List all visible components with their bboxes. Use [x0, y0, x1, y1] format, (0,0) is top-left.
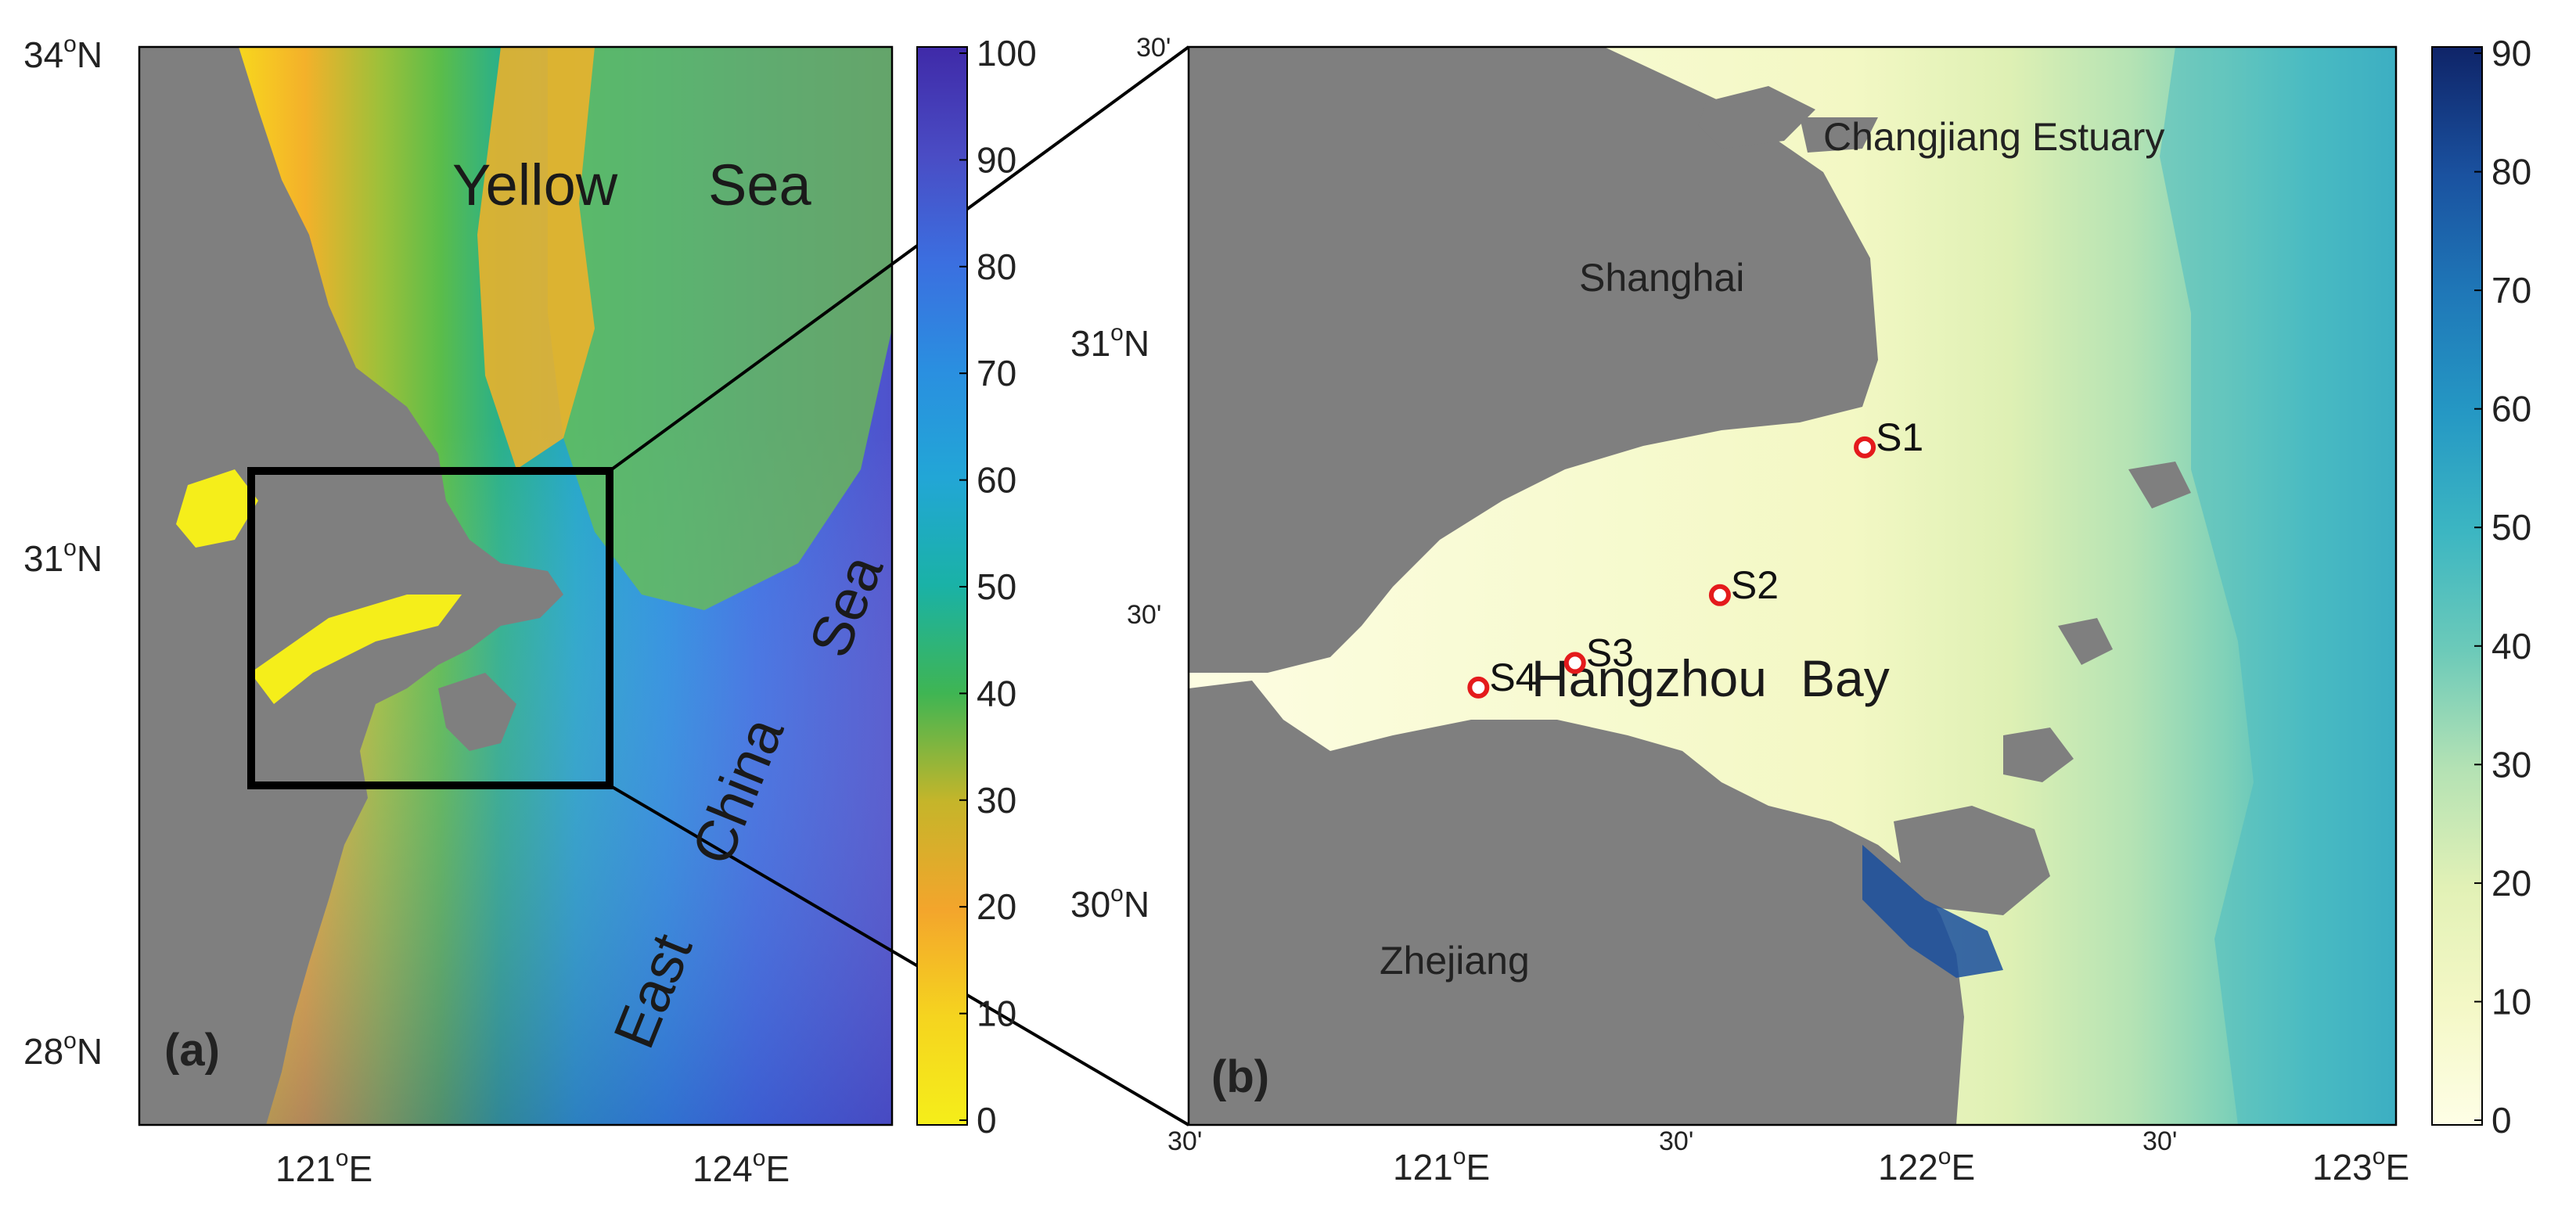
coastal-turbid-band — [477, 47, 595, 469]
svg-text:28oN: 28oN — [23, 1028, 103, 1072]
panel-a-frame — [138, 45, 894, 1126]
inland-lake — [176, 469, 258, 548]
svg-text:34oN: 34oN — [23, 31, 103, 75]
panel-a-bay-water — [250, 595, 462, 704]
panel-a-colorbar-tick-label: 50 — [977, 566, 1016, 607]
svg-text:124oE: 124oE — [693, 1145, 790, 1189]
panel-a-lat-tick-28: 28oN — [23, 1028, 103, 1072]
label-shanghai: Shanghai — [1579, 256, 1744, 300]
panel-a-colorbar-tick-label: 60 — [977, 460, 1016, 501]
svg-text:122oE: 122oE — [1878, 1144, 1975, 1187]
panel-b-colorbar-tick-label: 20 — [2491, 863, 2531, 904]
zoom-line-top — [608, 45, 1190, 472]
zhoushan-island-4 — [2128, 462, 2191, 508]
panel-b-lon-tick-minute-1: 30' — [1167, 1126, 1202, 1156]
panel-a-colorbar-tick-label: 80 — [977, 246, 1016, 287]
zhoushan-islands-a — [438, 673, 516, 751]
panel-a-colorbar-tick-label: 30 — [977, 780, 1016, 821]
station-marker-s4 — [1467, 676, 1490, 699]
station-label-s1: S1 — [1876, 415, 1923, 459]
panel-a-label: (a) — [164, 1025, 220, 1076]
zhoushan-island-3 — [2058, 618, 2113, 665]
panel-b-lat-tick-top-minute: 30' — [1136, 33, 1171, 63]
zhoushan-island-main — [1894, 806, 2050, 915]
panel-a-lon-tick-121: 121oE — [275, 1145, 372, 1189]
panel-b-colorbar-ticks: 90 80 70 60 50 40 30 20 10 0 — [2474, 33, 2531, 1141]
zoom-line-bottom — [608, 784, 1190, 1126]
zoom-box — [247, 467, 613, 789]
station-label-s2: S2 — [1731, 563, 1779, 607]
svg-text:30oN: 30oN — [1070, 881, 1149, 925]
svg-text:121oE: 121oE — [275, 1145, 372, 1189]
panel-b-label: (b) — [1211, 1051, 1269, 1102]
panel-a-colorbar-tick-label: 90 — [977, 139, 1016, 180]
panel-a-lon-tick-124: 124oE — [693, 1145, 790, 1189]
svg-text:31oN: 31oN — [1070, 320, 1149, 364]
panel-b-lat-tick-30: 30oN — [1070, 881, 1149, 925]
panel-a-colorbar-tick-label: 20 — [977, 886, 1016, 927]
svg-text:121oE: 121oE — [1393, 1144, 1490, 1187]
panel-b-map — [1189, 47, 2396, 1125]
station-marker-s3 — [1563, 652, 1586, 674]
panel-a-colorbar — [916, 46, 968, 1126]
panel-b-colorbar-tick-label: 30 — [2491, 744, 2531, 785]
panel-b-lon-tick-121: 121oE — [1393, 1144, 1490, 1187]
panel-b-colorbar-tick-label: 70 — [2491, 270, 2531, 311]
label-bay: Bay — [1801, 649, 1890, 707]
panel-a-lat-tick-34: 34oN — [23, 31, 103, 75]
panel-b-colorbar-tick-label: 0 — [2491, 1100, 2512, 1141]
svg-text:123oE: 123oE — [2312, 1144, 2409, 1187]
deep-channel — [1862, 845, 2003, 978]
panel-b-colorbar-tick-label: 10 — [2491, 981, 2531, 1022]
zhejiang-land — [1189, 681, 1964, 1125]
label-yellow-sea: Sea — [708, 153, 812, 217]
panel-a-colorbar-tick-label: 0 — [977, 1100, 997, 1141]
stations: S1 S2 S3 S4 — [1467, 415, 1923, 699]
panel-b-lat-tick-mid-minute: 30' — [1127, 600, 1161, 630]
station-label-s3: S3 — [1586, 631, 1634, 674]
panel-a-colorbar-tick-label: 70 — [977, 353, 1016, 393]
panel-b-lon-tick-minute-3: 30' — [2142, 1126, 2177, 1156]
chongming-island — [1698, 86, 1815, 149]
panel-a-colorbar-tick-label: 40 — [977, 673, 1016, 713]
panel-b-lon-tick-minute-2: 30' — [1659, 1126, 1693, 1156]
panel-b-colorbar-tick-label: 60 — [2491, 389, 2531, 429]
panel-a-map — [139, 47, 892, 1125]
panel-b-frame — [1187, 45, 2398, 1126]
zhoushan-island-2 — [2003, 728, 2074, 782]
panel-a-colorbar-tick-label: 10 — [977, 993, 1016, 1034]
panel-b-lon-tick-122: 122oE — [1878, 1144, 1975, 1187]
label-zhejiang: Zhejiang — [1380, 939, 1530, 983]
panel-b-colorbar — [2431, 46, 2483, 1126]
offshore-band — [2160, 47, 2396, 1125]
panel-a-lat-tick-31: 31oN — [23, 535, 103, 579]
svg-text:31oN: 31oN — [23, 535, 103, 579]
station-label-s4: S4 — [1489, 656, 1537, 699]
panel-b-lon-tick-123: 123oE — [2312, 1144, 2409, 1187]
changxing-island — [1800, 117, 1878, 153]
panel-a-mainland — [139, 47, 563, 1125]
station-marker-s2 — [1708, 584, 1731, 606]
panel-b-colorbar-tick-label: 40 — [2491, 626, 2531, 666]
panel-a-colorbar-tick-label: 100 — [977, 33, 1037, 74]
label-changjiang-estuary: Changjiang Estuary — [1823, 115, 2164, 159]
station-marker-s1 — [1854, 436, 1876, 458]
panel-b-lat-tick-31: 31oN — [1070, 320, 1149, 364]
label-yellow: Yellow — [452, 153, 618, 217]
panel-b-colorbar-tick-label: 80 — [2491, 152, 2531, 192]
panel-b-colorbar-tick-label: 50 — [2491, 507, 2531, 548]
yellow-sea-plume — [548, 47, 892, 610]
shanghai-land — [1189, 47, 1878, 673]
panel-b-colorbar-tick-label: 90 — [2491, 33, 2531, 74]
